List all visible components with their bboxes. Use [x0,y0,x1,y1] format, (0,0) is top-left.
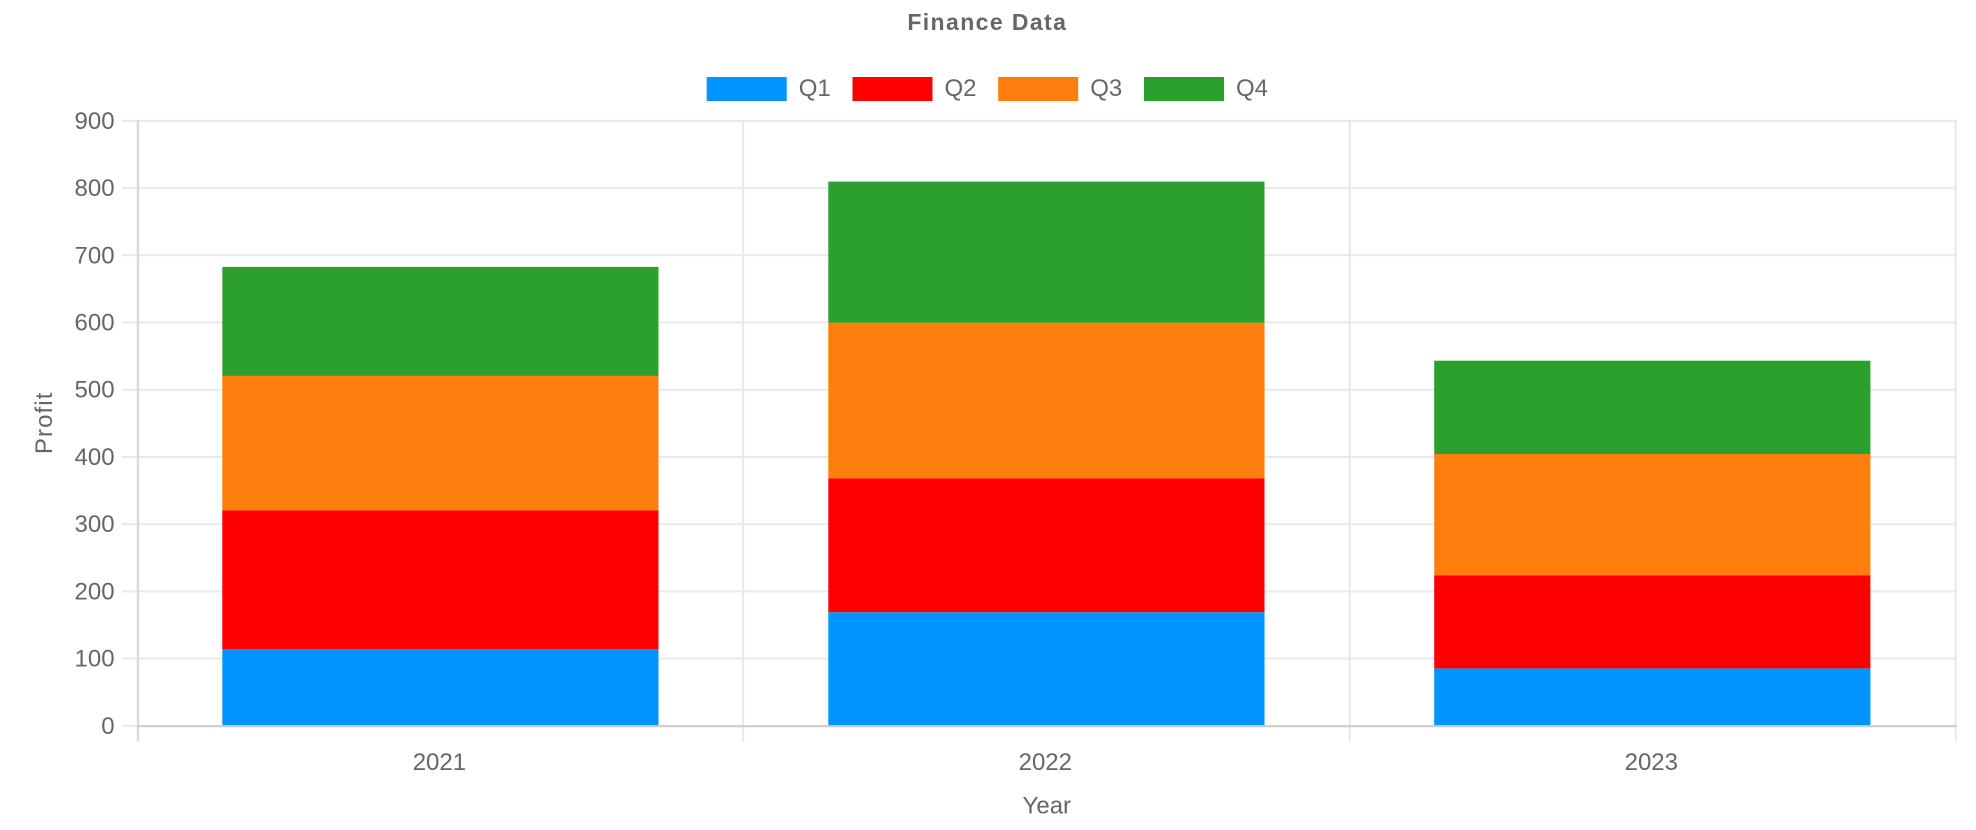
svg-text:Q3: Q3 [1090,75,1122,102]
svg-text:0: 0 [101,713,114,740]
svg-text:Q2: Q2 [945,75,977,102]
svg-text:Finance Data: Finance Data [907,9,1067,35]
svg-text:600: 600 [75,310,115,337]
svg-text:500: 500 [75,377,115,404]
svg-text:Q1: Q1 [799,75,831,102]
svg-text:Year: Year [1023,792,1072,819]
svg-text:400: 400 [75,444,115,471]
svg-text:900: 900 [75,108,115,135]
svg-text:Profit: Profit [31,391,58,454]
svg-text:Q4: Q4 [1236,75,1268,102]
svg-text:300: 300 [75,511,115,538]
svg-text:200: 200 [75,578,115,605]
svg-text:2023: 2023 [1625,749,1678,776]
svg-text:800: 800 [75,175,115,202]
svg-text:2021: 2021 [413,749,466,776]
svg-text:100: 100 [75,646,115,673]
svg-text:2022: 2022 [1019,749,1072,776]
svg-text:700: 700 [75,242,115,269]
